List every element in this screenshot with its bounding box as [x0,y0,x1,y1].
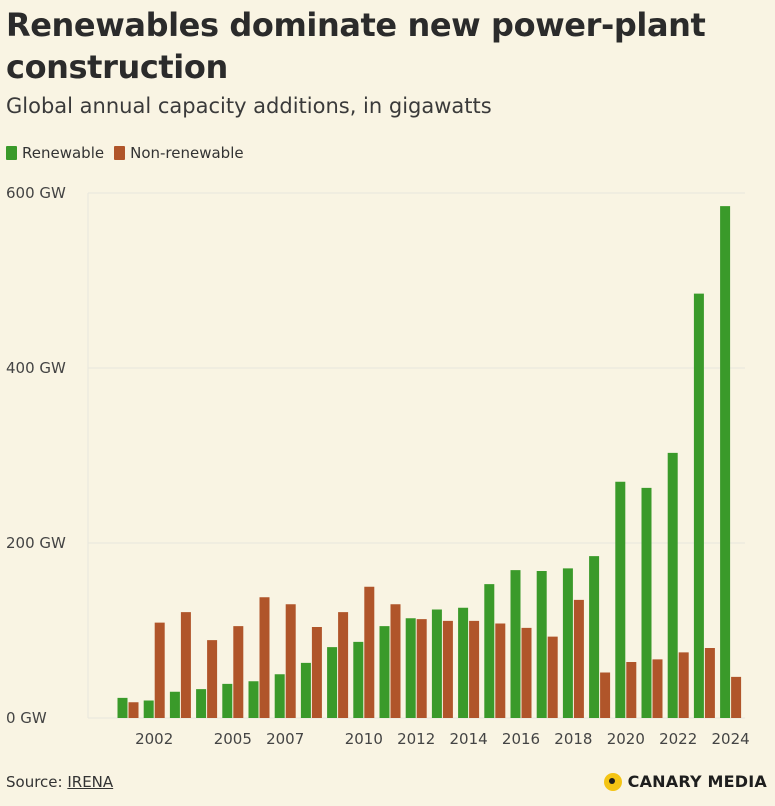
bar-nonrenewable-2008 [311,627,322,718]
bar-renewable-2008 [300,662,311,718]
chart-title: Renewables dominate new power-plant cons… [6,6,706,86]
y-tick-label: 0 GW [6,709,47,727]
bar-renewable-2012 [405,618,416,718]
x-tick-label: 2014 [450,730,488,748]
source-note: Source: IRENA [6,773,113,791]
bar-nonrenewable-2005 [233,626,244,718]
bar-nonrenewable-2024 [731,676,742,718]
bar-nonrenewable-2007 [285,604,296,718]
x-tick-label: 2012 [397,730,435,748]
bar-renewable-2015 [484,584,495,718]
bar-nonrenewable-2002 [154,622,165,718]
bar-nonrenewable-2015 [495,623,506,718]
bar-nonrenewable-2012 [416,619,427,718]
y-tick-label: 400 GW [6,359,66,377]
x-tick-label: 2020 [607,730,645,748]
x-tick-label: 2016 [502,730,540,748]
legend-label-renewable: Renewable [22,144,105,162]
bar-renewable-2017 [536,571,547,718]
bar-renewable-2007 [274,674,285,718]
bar-renewable-2009 [327,647,338,718]
source-label: Source: [6,773,63,791]
bar-renewable-2002 [143,700,154,718]
bar-renewable-2018 [562,568,573,718]
x-tick-label: 2024 [712,730,750,748]
bar-renewable-2006 [248,681,259,718]
bar-renewable-2010 [353,641,364,718]
bar-nonrenewable-2018 [573,599,584,718]
labels-layer: 0 GW 200 GW 400 GW 600 GW 2002 2005 2007 2010 20… [6,184,750,748]
bar-nonrenewable-2003 [180,612,191,718]
x-tick-label: 2005 [214,730,252,748]
brand-logo: CANARY MEDIA [603,772,767,791]
legend: Renewable Non-renewable [6,144,254,162]
y-tick-label: 200 GW [6,534,66,552]
bar-renewable-2023 [693,293,704,718]
bar-nonrenewable-2022 [678,652,689,718]
bars-layer [117,206,742,718]
bar-renewable-2011 [379,626,390,718]
source-link[interactable]: IRENA [67,773,114,791]
bar-renewable-2016 [510,570,521,718]
bar-nonrenewable-2009 [338,612,349,718]
bar-nonrenewable-2017 [547,636,558,718]
bar-nonrenewable-2023 [704,648,715,718]
bar-nonrenewable-2016 [521,627,532,718]
bar-renewable-2021 [641,487,652,718]
bar-nonrenewable-2001 [128,702,139,718]
legend-swatch-nonrenewable [114,146,126,160]
bar-renewable-2014 [458,607,469,718]
bar-renewable-2013 [431,609,442,718]
chart-subtitle: Global annual capacity additions, in gig… [6,94,492,118]
legend-item-renewable: Renewable [6,144,104,162]
brand-name: CANARY MEDIA [627,772,767,791]
canary-dot-icon [603,772,622,791]
bar-nonrenewable-2013 [442,620,453,718]
bar-renewable-2005 [222,683,233,718]
bar-nonrenewable-2010 [364,586,375,718]
legend-label-nonrenewable: Non-renewable [130,144,244,162]
bar-nonrenewable-2011 [390,604,401,718]
bar-renewable-2020 [615,481,626,718]
bar-renewable-2022 [667,452,678,718]
x-tick-label: 2007 [266,730,304,748]
x-tick-label: 2002 [135,730,173,748]
bar-nonrenewable-2020 [626,662,637,718]
x-tick-label: 2022 [659,730,697,748]
x-tick-label: 2010 [345,730,383,748]
bar-renewable-2001 [117,697,128,718]
bar-chart: 0 GW 200 GW 400 GW 600 GW 2002 2005 2007 2010 20… [6,184,750,748]
bar-nonrenewable-2014 [469,620,480,718]
bar-nonrenewable-2021 [652,659,663,718]
x-tick-label: 2018 [554,730,592,748]
bar-nonrenewable-2004 [207,640,218,718]
legend-swatch-renewable [6,146,17,160]
bar-renewable-2024 [720,206,731,718]
y-tick-label: 600 GW [6,184,66,202]
bar-nonrenewable-2019 [600,672,611,718]
legend-item-nonrenewable: Non-renewable [114,144,244,162]
bar-renewable-2003 [169,691,180,718]
bar-nonrenewable-2006 [259,597,270,718]
bar-renewable-2004 [196,689,207,718]
bar-renewable-2019 [589,556,600,718]
